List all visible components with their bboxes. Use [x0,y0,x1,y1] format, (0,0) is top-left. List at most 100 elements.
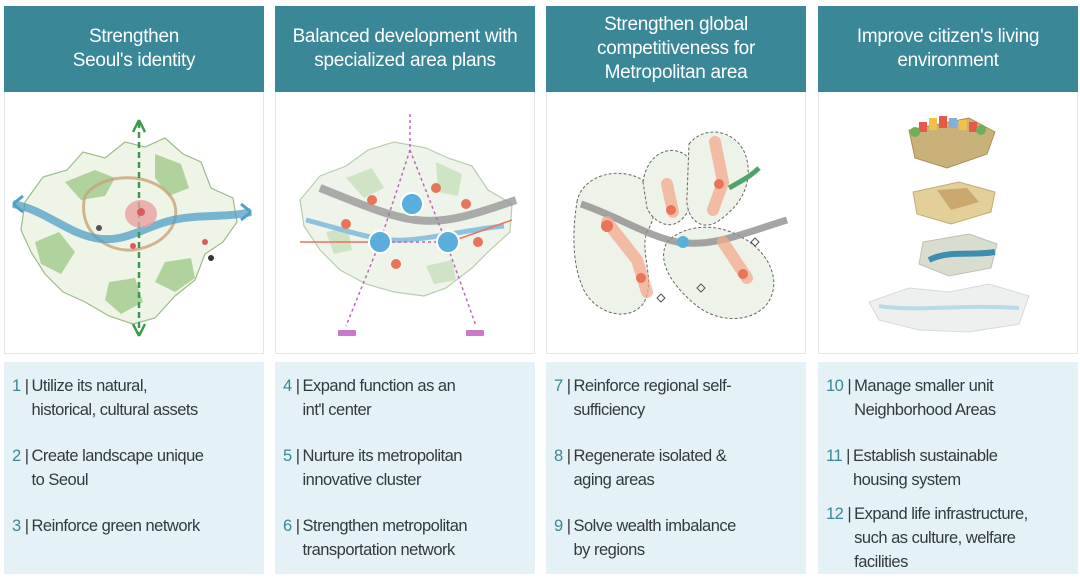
label-tag [466,330,484,336]
seoul-identity-map [4,92,264,354]
separator: | [566,517,571,535]
green-areas [35,154,195,314]
center-node [636,273,646,283]
goal-number: 4 [283,377,292,395]
column-title: Improve citizen's living environment [818,6,1078,92]
separator: | [295,517,300,535]
separator: | [24,447,29,465]
landmark [137,208,145,216]
center-node [666,205,676,215]
regional-center [461,199,471,209]
regional-center [431,183,441,193]
axis-arrow-top [131,119,147,133]
axis-link [345,241,477,327]
goal-text: Expand life infrastructure, such as cult… [854,505,1028,571]
goal-text: Manage smaller unit Neighborhood Areas [854,377,996,419]
separator: | [846,447,850,465]
goal-text: Establish sustainable housing system [852,447,998,489]
house [949,118,957,128]
goal-text: Create landscape unique to Seoul [31,447,204,489]
goal-number: 1 [12,377,21,395]
goal-text: Reinforce green network [31,517,200,535]
goal-list: 1 | Utilize its natural, historical, cultu… [4,362,264,574]
regional-center [367,195,377,205]
center-node [738,269,748,279]
tree [910,127,920,137]
separator: | [847,377,852,395]
goal-list: 4 | Expand function as an int'l center 5 | N… [275,362,535,574]
goal-text: Reinforce regional self- sufficiency [573,377,732,419]
goal-item: 2 | Create landscape unique to Seoul [12,444,256,492]
column-title: Balanced development with specialized ar… [275,6,535,92]
water-band [927,249,996,263]
goal-item: 3 | Reinforce green network [12,514,256,538]
metropolitan-competitiveness-map [546,92,806,354]
intl-center [368,230,392,254]
goal-number: 12 [826,505,844,523]
goal-list: 10 | Manage smaller unit Neighborhood Area… [818,362,1078,574]
regeneration-marker [656,237,760,303]
landmark [96,225,102,231]
goal-number: 8 [554,447,563,465]
tree [976,125,986,135]
separator: | [24,377,29,395]
separator: | [847,505,852,523]
goal-item: 7 | Reinforce regional self- sufficiency [554,374,798,422]
column-balanced-development: Balanced development with specialized ar… [275,6,535,574]
goal-item: 12 | Expand life infrastructure, such as c… [826,502,1070,574]
river-arrow-left [12,194,24,214]
goal-item: 4 | Expand function as an int'l center [283,374,527,422]
column-living-environment: Improve citizen's living environment 10 |… [818,6,1078,574]
intl-center [400,192,424,216]
landmark [130,243,136,249]
goal-text: Solve wealth imbalance by regions [573,517,736,559]
landmark [202,239,208,245]
green-link [727,166,761,191]
house [969,122,977,132]
separator: | [566,377,571,395]
column-title: Strengthen global competitiveness for Me… [546,6,806,92]
river-arrow-right [240,202,252,222]
goal-number: 2 [12,447,21,465]
regional-center [341,219,351,229]
goal-text: Utilize its natural, historical, cultura… [31,377,198,419]
goal-item: 8 | Regenerate isolated & aging areas [554,444,798,492]
house [929,118,937,130]
house [959,120,967,130]
axis-arrow-bottom [131,323,147,337]
region-outline [663,226,775,319]
landmark [208,255,214,261]
goal-number: 11 [826,447,843,465]
regional-center [473,237,483,247]
goal-number: 9 [554,517,563,535]
separator: | [566,447,571,465]
goal-number: 10 [826,377,844,395]
base-river [878,304,1020,311]
goal-item: 1 | Utilize its natural, historical, cultu… [12,374,256,422]
center-node [677,236,689,248]
balanced-development-map [275,92,535,354]
column-title: Strengthen Seoul's identity [4,6,264,92]
green-areas [326,162,462,284]
house [919,122,927,132]
river [305,217,505,243]
center-node [601,220,613,232]
river [12,200,252,244]
regional-center [391,259,401,269]
goal-number: 5 [283,447,292,465]
goal-number: 6 [283,517,292,535]
label-tag [338,330,356,336]
axis-link [379,114,447,243]
goal-item: 6 | Strengthen metropolitan transportation… [283,514,527,562]
goal-text: Nurture its metropolitan innovative clus… [302,447,462,489]
main-corridor [318,184,518,225]
goal-item: 11 | Establish sustainable housing system [826,444,1070,492]
goal-number: 7 [554,377,563,395]
intl-center [436,230,460,254]
separator: | [295,377,300,395]
column-seoul-identity: Strengthen Seoul's identity 1 | Utilize it… [4,6,264,574]
living-environment-layers [818,92,1078,354]
goal-text: Strengthen metropolitan transportation n… [302,517,468,559]
house [939,116,947,128]
goal-item: 10 | Manage smaller unit Neighborhood Area… [826,374,1070,422]
